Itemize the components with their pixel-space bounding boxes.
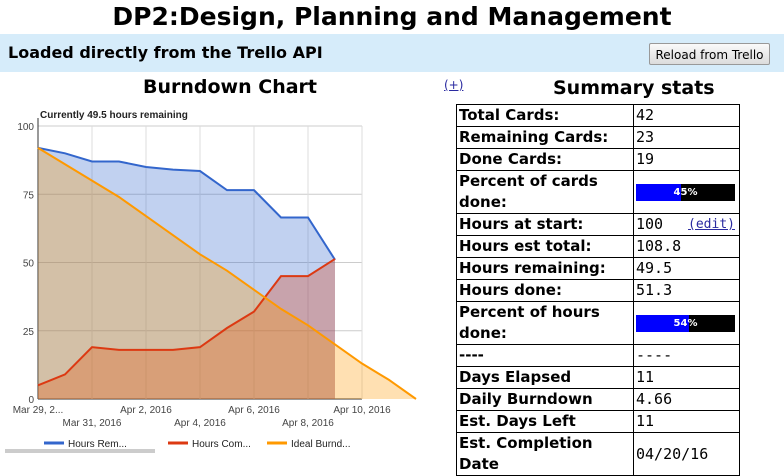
stats-row: Percent of cards done: 45%: [456, 170, 740, 214]
stats-value-text: 04/20/16: [636, 444, 709, 463]
legend-label: Hours Com...: [192, 439, 251, 450]
x-tick-label: Apr 8, 2016: [282, 418, 334, 429]
progress-fill: [636, 183, 681, 201]
stats-row: Remaining Cards: 23: [456, 126, 740, 149]
stats-label: Hours est total:: [456, 235, 634, 258]
stats-label: Hours done:: [456, 279, 634, 302]
stats-row: Hours remaining: 49.5: [456, 257, 740, 280]
stats-value: 51.3: [633, 279, 740, 302]
stats-value: 04/20/16: [633, 432, 740, 476]
stats-row: Days Elapsed 11: [456, 366, 740, 389]
reload-button[interactable]: Reload from Trello: [649, 43, 770, 65]
x-tick-label: Mar 31, 2016: [63, 418, 122, 429]
stats-value-text: 108.8: [636, 237, 682, 255]
y-tick-label: 0: [28, 395, 34, 406]
x-tick-label: Apr 2, 2016: [120, 405, 172, 416]
progress-fill: [636, 314, 690, 332]
stats-label: Days Elapsed: [456, 366, 634, 389]
stats-value-text: 49.5: [636, 259, 673, 277]
edit-link[interactable]: (edit): [688, 217, 735, 232]
stats-value: 4.66: [633, 388, 740, 411]
stats-row: Hours est total: 108.8: [456, 235, 740, 258]
stats-value: 42: [633, 104, 740, 127]
legend-label: Hours Rem...: [68, 439, 127, 450]
chart-title: Currently 49.5 hours remaining: [40, 110, 188, 121]
stats-value-text: 19: [636, 150, 655, 168]
completed-line: [37, 258, 336, 387]
stats-label: ----: [456, 344, 634, 367]
y-tick-label: 50: [23, 259, 35, 270]
stats-label: Percent of cards done:: [456, 170, 634, 214]
stats-row: ---- ----: [456, 344, 740, 367]
stats-label: Remaining Cards:: [456, 126, 634, 149]
y-tick-label: 100: [17, 122, 34, 133]
stats-label: Est. Days Left: [456, 410, 634, 433]
remaining-line: [37, 146, 336, 261]
y-tick-label: 75: [23, 190, 35, 201]
burndown-chart: 0 25 50 75 100 Currently 49.5 hours remaining…: [13, 110, 417, 450]
stats-label: Done Cards:: [456, 148, 634, 171]
summary-stats-table: Total Cards: 42 Remaining Cards: 23 Done Car…: [456, 104, 740, 476]
stats-value-text: 11: [636, 412, 655, 430]
x-tick-label: Apr 6, 2016: [228, 405, 280, 416]
stats-value: 11: [633, 366, 740, 389]
stats-value: 11: [633, 410, 740, 433]
stats-value-text: ----: [636, 346, 673, 364]
progress-bar: 45%: [636, 183, 735, 201]
ideal-line: [37, 146, 417, 400]
stats-value: 19: [633, 148, 740, 171]
stats-value-text: 100: [636, 215, 664, 233]
stats-value: 45%: [633, 170, 740, 214]
load-status-message: Loaded directly from the Trello API: [8, 43, 323, 62]
x-tick-label: Apr 4, 2016: [174, 418, 226, 429]
expand-link[interactable]: (+): [444, 78, 464, 92]
legend-label: Ideal Burnd...: [291, 439, 350, 450]
stats-row: Daily Burndown 4.66: [456, 388, 740, 411]
progress-text: 54%: [673, 317, 698, 329]
stats-value-text: 23: [636, 128, 655, 146]
stats-label: Total Cards:: [456, 104, 634, 127]
stats-row: Hours at start: 100 (edit): [456, 213, 740, 236]
summary-heading: Summary stats: [553, 77, 715, 99]
stats-label: Est. Completion Date: [456, 432, 634, 476]
stats-value-text: 11: [636, 368, 655, 386]
completed-area: [38, 258, 335, 399]
stats-row: Est. Completion Date 04/20/16: [456, 432, 740, 476]
stats-value: 23: [633, 126, 740, 149]
stats-value: 108.8: [633, 235, 740, 258]
progress-text: 45%: [673, 186, 698, 198]
y-tick-label: 25: [23, 327, 35, 338]
stats-label: Percent of hours done:: [456, 301, 634, 345]
stats-value-text: 51.3: [636, 281, 673, 299]
stats-label: Hours remaining:: [456, 257, 634, 280]
stats-row: Total Cards: 42: [456, 104, 740, 127]
remaining-area: [38, 147, 335, 399]
stats-row: Hours done: 51.3: [456, 279, 740, 302]
ideal-area: [38, 147, 416, 399]
stats-value-text: 4.66: [636, 390, 673, 408]
stats-label: Hours at start:: [456, 213, 634, 236]
x-tick-label: Mar 29, 2...: [13, 405, 64, 416]
page-title: DP2:Design, Planning and Management: [112, 2, 672, 31]
burndown-heading: Burndown Chart: [143, 76, 317, 98]
scrollbar[interactable]: [5, 449, 155, 453]
stats-label: Daily Burndown: [456, 388, 634, 411]
stats-value: ----: [633, 344, 740, 367]
stats-row: Est. Days Left 11: [456, 410, 740, 433]
progress-bar: 54%: [636, 314, 735, 332]
stats-value: 49.5: [633, 257, 740, 280]
stats-value: 100 (edit): [633, 213, 740, 236]
stats-value: 54%: [633, 301, 740, 345]
x-tick-label: Apr 10, 2016: [333, 405, 391, 416]
stats-row: Done Cards: 19: [456, 148, 740, 171]
stats-row: Percent of hours done: 54%: [456, 301, 740, 345]
stats-value-text: 42: [636, 106, 655, 124]
